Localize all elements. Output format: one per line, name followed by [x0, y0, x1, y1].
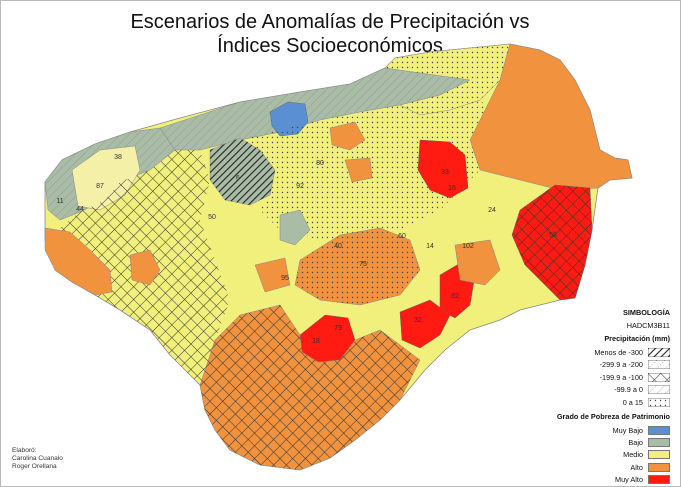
- region-dense-hatch-pattern: [210, 138, 275, 205]
- legend-precip-item: -199.9 a -100: [538, 372, 670, 383]
- map-label: 75: [359, 261, 367, 268]
- dots-swatch: [648, 397, 670, 407]
- region-bajo-center: [279, 209, 311, 246]
- map-label: 33: [441, 169, 449, 176]
- map-label: 82: [451, 293, 459, 300]
- region-alto-ne: [469, 43, 633, 191]
- legend-poverty-heading: Grado de Pobreza de Patrimonio: [556, 411, 670, 421]
- legend-precip-item: 0 a 15: [538, 397, 670, 408]
- legend-model: HADCM3B11: [626, 321, 670, 330]
- region-alto-small-1: [329, 121, 366, 151]
- legend-poverty-item: Medio: [538, 449, 670, 460]
- credits: Elaboró: Carolina Cuanalo Roger Orellana: [12, 447, 63, 471]
- dense-hatch-swatch: [648, 348, 670, 357]
- region-alto-small-2: [344, 157, 373, 183]
- muy-alto-swatch: [648, 475, 670, 485]
- light-hatch-swatch: [648, 385, 670, 395]
- region-alto-west-2: [129, 249, 161, 286]
- region-alto-south-pattern: [200, 305, 420, 470]
- map-label: 60: [398, 233, 406, 240]
- legend-heading: SIMBOLOGÍA: [622, 308, 670, 317]
- credits-line-1: Elaboró:: [12, 447, 37, 454]
- legend-precip-item: -99.9 a 0: [538, 384, 670, 395]
- crosshatch-swatch: [648, 372, 670, 382]
- bajo-swatch: [648, 437, 670, 447]
- legend-precip-item: Menos de -300: [538, 347, 670, 358]
- legend-precip-heading: Precipitación (mm): [604, 334, 670, 343]
- title-line-2: Índices Socioeconómicos: [217, 35, 443, 57]
- credits-line-3: Roger Orellana: [12, 463, 57, 470]
- map-label: 102: [462, 243, 474, 250]
- region-bajo-north-hatch: [160, 48, 490, 150]
- map-label: 14: [426, 243, 434, 250]
- legend-poverty-item: Muy Bajo: [538, 425, 670, 436]
- region-alto-central-dots: [295, 228, 420, 305]
- map-label: 58: [549, 232, 557, 239]
- map-label: 32: [414, 317, 422, 324]
- legend-poverty-item: Muy Alto: [538, 474, 670, 485]
- legend-poverty-item: Bajo: [538, 437, 670, 448]
- map-label: 50: [208, 214, 216, 221]
- map-label: 95: [281, 275, 289, 282]
- muy-bajo-swatch: [648, 425, 670, 435]
- region-muy-alto-58: [417, 139, 469, 199]
- region-muy-alto-east-pattern: [512, 185, 592, 300]
- map-label: 16: [448, 185, 456, 192]
- map-label: 92: [296, 183, 304, 190]
- map-label: 11: [56, 198, 63, 205]
- legend: SIMBOLOGÍA HADCM3B11 Precipitación (mm) …: [538, 308, 670, 487]
- legend-poverty-item: Alto: [538, 462, 670, 473]
- region-alto-west: [44, 227, 113, 296]
- region-alto-small-4: [254, 257, 291, 293]
- region-alto-small-3: [454, 239, 501, 286]
- dotted-hatch-swatch: [648, 360, 670, 370]
- credits-line-2: Carolina Cuanalo: [12, 455, 63, 462]
- map-label: 40: [334, 243, 342, 250]
- title-line-1: Escenarios de Anomalías de Precipitación…: [130, 11, 530, 33]
- map-title: Escenarios de Anomalías de Precipitación…: [90, 10, 570, 58]
- map-label: 87: [96, 183, 104, 190]
- region-muy-alto-32: [399, 299, 451, 349]
- map-label: 38: [114, 154, 122, 161]
- map-label: 80: [316, 160, 324, 167]
- map-label: 24: [488, 207, 496, 214]
- map-label: 6: [236, 175, 240, 182]
- map-label: 44: [76, 206, 84, 213]
- legend-precip-item: -299.9 a -200: [538, 359, 670, 370]
- alto-swatch: [648, 462, 670, 472]
- map-label: 79: [334, 325, 342, 332]
- map-label: 18: [312, 338, 320, 345]
- region-north-dots-pattern: [385, 44, 510, 115]
- medio-swatch: [648, 450, 670, 460]
